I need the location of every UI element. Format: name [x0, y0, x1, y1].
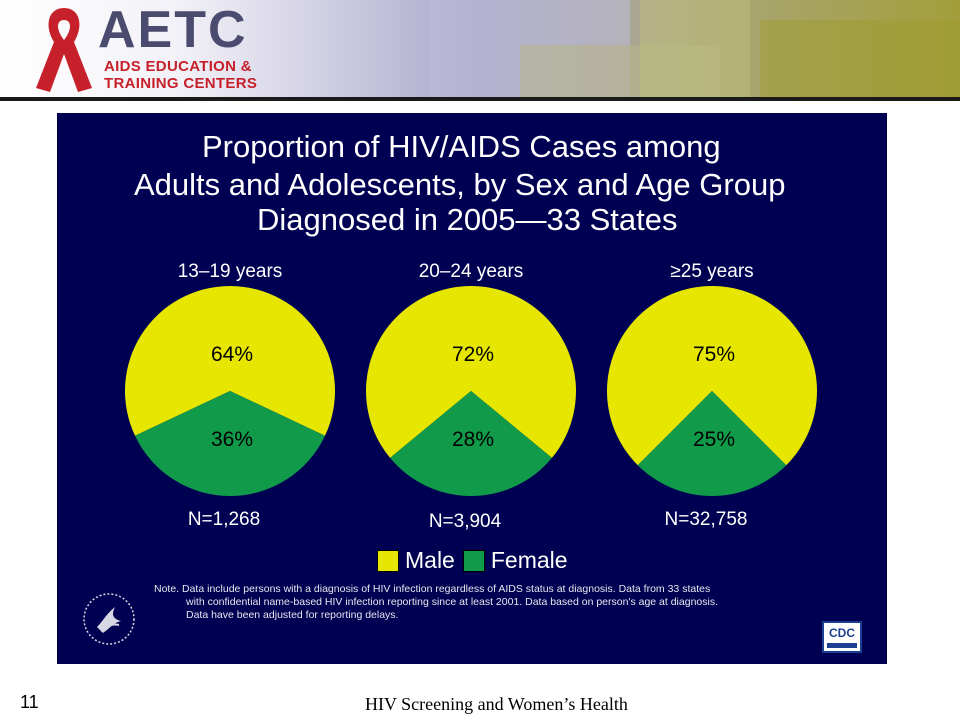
pie-value-label-female: 36% [211, 428, 253, 451]
header-banner: AETC AIDS EDUCATION & TRAINING CENTERS [0, 0, 960, 97]
note-line-1: Note. Data include persons with a diagno… [154, 583, 711, 595]
header-divider [0, 97, 960, 101]
pie-slice-male [606, 286, 817, 466]
pie-value-label-male: 64% [211, 343, 253, 366]
pie-slice-male [124, 286, 335, 436]
note-line-2: with confidential name-based HIV infecti… [186, 596, 718, 608]
pie-value-label-female: 25% [693, 428, 735, 451]
footer-title: HIV Screening and Women’s Health [365, 694, 628, 714]
logo-text: AETC [98, 1, 248, 59]
pie-value-label-male: 75% [693, 343, 735, 366]
pie-slice-female [134, 391, 326, 496]
logo-subtitle-1: AIDS EDUCATION & [104, 58, 252, 75]
chart-title-line-3: Diagnosed in 2005—33 States [257, 202, 678, 237]
pie-sample-size: N=3,904 [429, 511, 502, 532]
pie-sample-size: N=32,758 [665, 509, 748, 530]
chart-title-line-1: Proportion of HIV/AIDS Cases among [202, 129, 721, 164]
chart-note: Note. Data include persons with a diagno… [154, 583, 794, 622]
pie-charts: 13–19 years 64% 36% N=1,268 20–24 years 72% 28… [124, 261, 817, 532]
pie-value-label-female: 28% [452, 428, 494, 451]
legend: Male Female [377, 547, 576, 574]
logo-subtitle-2: TRAINING CENTERS [104, 75, 258, 92]
pie-group-label: ≥25 years [670, 261, 753, 282]
pie-value-label-male: 72% [452, 343, 494, 366]
page-number: 11 [20, 692, 39, 712]
pie-slice-female [390, 391, 552, 496]
pie-slice-male [366, 286, 576, 458]
cdc-logo-text: CDC [829, 626, 855, 640]
legend-swatch-male [377, 549, 399, 572]
slide-panel: Proportion of HIV/AIDS Cases among Adult… [57, 113, 887, 664]
hhs-seal-icon [83, 593, 135, 645]
pie-slice-female [637, 391, 787, 497]
cdc-logo-bar [827, 643, 857, 648]
cdc-logo: CDC [822, 621, 862, 653]
pie-sample-size: N=1,268 [188, 509, 260, 530]
pie-group-label: 13–19 years [178, 261, 283, 282]
legend-label-male: Male [405, 547, 455, 573]
red-ribbon-icon [36, 8, 92, 92]
chart-title-line-2: Adults and Adolescents, by Sex and Age G… [134, 167, 786, 202]
pie-group-label: 20–24 years [419, 261, 524, 282]
legend-label-female: Female [490, 547, 568, 573]
note-line-3: Data have been adjusted for reporting de… [186, 609, 399, 621]
legend-swatch-female [462, 549, 485, 572]
